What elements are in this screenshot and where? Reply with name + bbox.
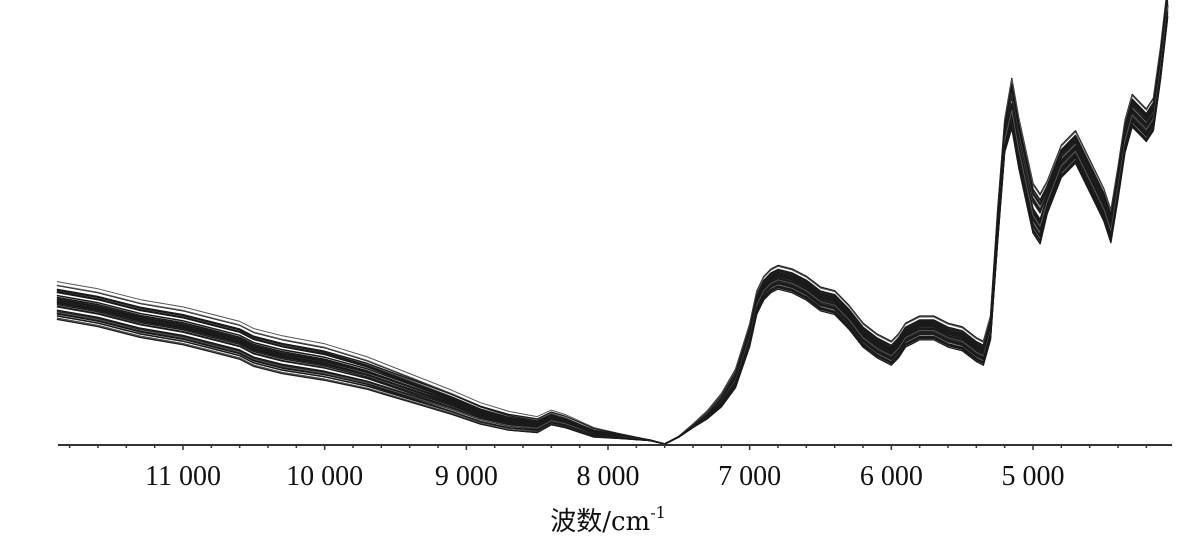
x-axis-tick-labels: 11 000 10 000 9 000 8 000 7 000 6 000 5 000 bbox=[145, 461, 1064, 492]
x-axis-title: 波数/cm-1 bbox=[550, 503, 666, 537]
spectrum-line bbox=[56, 4, 1169, 445]
spectrum-line bbox=[56, 3, 1169, 445]
spectrum-line bbox=[56, 9, 1169, 445]
spectrum-line bbox=[56, 13, 1169, 445]
spectrum-line bbox=[56, 1, 1169, 445]
spectrum-line bbox=[56, 11, 1169, 445]
spectrum-line bbox=[56, 5, 1169, 445]
spectrum-line bbox=[56, 0, 1169, 445]
spectrum-line bbox=[56, 0, 1168, 445]
x-axis-minor-ticks bbox=[68, 445, 1148, 450]
spectrum-line bbox=[56, 8, 1169, 445]
spectrum-line bbox=[56, 0, 1167, 445]
spectra-lines bbox=[56, 0, 1169, 445]
spectrum-line bbox=[56, 0, 1168, 445]
spectrum-line bbox=[56, 6, 1169, 445]
spectrum-line bbox=[56, 6, 1169, 445]
x-tick-label: 9 000 bbox=[435, 461, 498, 492]
spectrum-line bbox=[56, 8, 1169, 445]
spectrum-line bbox=[56, 15, 1169, 445]
spectrum-line bbox=[56, 4, 1169, 445]
x-axis-title-text: 波数/cm bbox=[550, 507, 650, 537]
spectrum-line bbox=[56, 16, 1169, 445]
x-tick-label: 10 000 bbox=[286, 461, 363, 492]
x-tick-label: 7 000 bbox=[718, 461, 781, 492]
spectrum-line bbox=[56, 0, 1169, 445]
x-axis-title-superscript: -1 bbox=[650, 503, 666, 522]
spectrum-line bbox=[56, 2, 1169, 445]
spectrum-line bbox=[56, 0, 1169, 445]
spectrum-line bbox=[56, 0, 1168, 445]
x-tick-label: 8 000 bbox=[577, 461, 640, 492]
spectrum-line bbox=[56, 0, 1168, 445]
spectrum-line bbox=[56, 15, 1169, 445]
x-tick-label: 6 000 bbox=[860, 461, 923, 492]
spectrum-line bbox=[56, 11, 1169, 445]
spectrum-line bbox=[56, 0, 1168, 445]
spectrum-line bbox=[56, 17, 1169, 445]
x-tick-label: 11 000 bbox=[145, 461, 221, 492]
spectrum-line bbox=[56, 4, 1169, 445]
spectrum-line bbox=[56, 7, 1169, 445]
spectrum-line bbox=[56, 6, 1169, 445]
spectrum-line bbox=[56, 0, 1168, 445]
spectrum-line bbox=[56, 5, 1169, 445]
spectrum-line bbox=[56, 0, 1168, 445]
spectrum-line bbox=[56, 0, 1167, 445]
spectrum-line bbox=[56, 18, 1169, 445]
x-tick-label: 5 000 bbox=[1002, 461, 1065, 492]
spectrum-line bbox=[56, 0, 1168, 445]
spectrum-line bbox=[56, 11, 1169, 445]
spectrum-line bbox=[56, 10, 1169, 445]
spectrum-line bbox=[56, 3, 1169, 445]
spectrum-line bbox=[56, 6, 1169, 445]
